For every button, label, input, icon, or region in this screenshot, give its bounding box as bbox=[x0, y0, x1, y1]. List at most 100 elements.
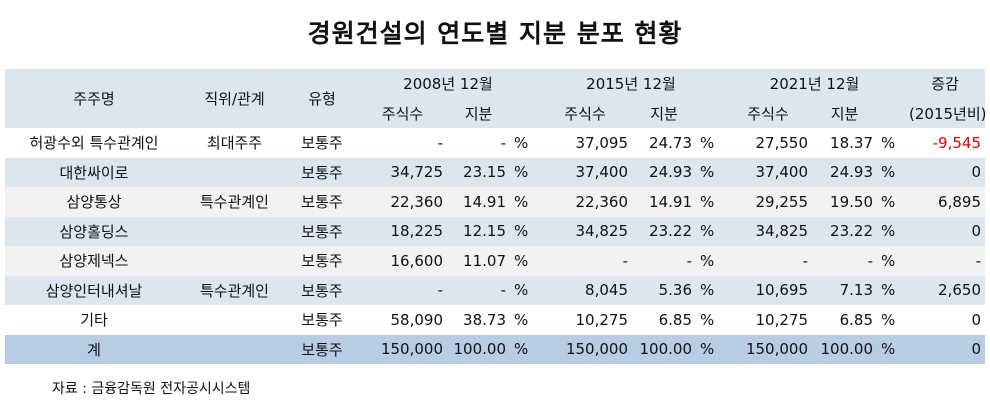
cell-s2021: 10,275 bbox=[724, 305, 812, 335]
cell-u2008: % bbox=[510, 187, 538, 217]
cell-p2021: 100.00 bbox=[812, 334, 877, 364]
cell-p2021: 18.37 bbox=[812, 128, 877, 158]
cell-u2008: % bbox=[510, 246, 538, 276]
cell-s2021: 150,000 bbox=[724, 334, 812, 364]
table-row: 허광수외 특수관계인 최대주주 보통주 - -% 37,095 24.73% 27,550 18… bbox=[5, 128, 985, 158]
cell-p2008: 11.07 bbox=[447, 246, 510, 276]
cell-p2008: 38.73 bbox=[447, 305, 510, 335]
cell-p2008: 12.15 bbox=[447, 216, 510, 246]
cell-p2021: 19.50 bbox=[812, 187, 877, 217]
cell-u2008: % bbox=[510, 275, 538, 305]
cell-u2021: % bbox=[877, 128, 905, 158]
cell-s2008: - bbox=[358, 128, 447, 158]
cell-u2021: % bbox=[877, 334, 905, 364]
cell-s2021: 27,550 bbox=[724, 128, 812, 158]
col-header-spacer bbox=[510, 98, 538, 128]
col-header-shares-2021: 주식수 bbox=[724, 98, 812, 128]
cell-s2021: 10,695 bbox=[724, 275, 812, 305]
cell-position bbox=[183, 246, 286, 276]
col-header-change-sub: (2015년비) bbox=[905, 98, 985, 128]
cell-position bbox=[183, 305, 286, 335]
cell-s2021: 29,255 bbox=[724, 187, 812, 217]
table-row: 삼양통상 특수관계인 보통주 22,360 14.91% 22,360 14.91% 29,2… bbox=[5, 187, 985, 217]
header-row-2: 주식수 지분 주식수 지분 주식수 지분 (2015년비) bbox=[5, 98, 985, 128]
table-row: 삼양홀딩스 보통주 18,225 12.15% 34,825 23.22% 34,825 23… bbox=[5, 216, 985, 246]
cell-change: - bbox=[905, 246, 985, 276]
cell-name: 삼양제넥스 bbox=[5, 246, 183, 276]
cell-p2015: 14.91 bbox=[632, 187, 696, 217]
cell-name: 계 bbox=[5, 334, 183, 364]
cell-p2015: 24.93 bbox=[632, 157, 696, 187]
total-row: 계 보통주 150,000 100.00% 150,000 100.00% 150,000 1… bbox=[5, 334, 985, 364]
cell-s2015: 8,045 bbox=[538, 275, 632, 305]
cell-type: 보통주 bbox=[286, 157, 358, 187]
cell-u2015: % bbox=[696, 187, 724, 217]
col-header-stake-2008: 지분 bbox=[447, 98, 510, 128]
cell-type: 보통주 bbox=[286, 334, 358, 364]
cell-change: 0 bbox=[905, 216, 985, 246]
cell-name: 허광수외 특수관계인 bbox=[5, 128, 183, 158]
cell-u2015: % bbox=[696, 275, 724, 305]
cell-p2015: - bbox=[632, 246, 696, 276]
col-header-stake-2021: 지분 bbox=[812, 98, 877, 128]
cell-p2021: 7.13 bbox=[812, 275, 877, 305]
cell-name: 대한싸이로 bbox=[5, 157, 183, 187]
cell-u2008: % bbox=[510, 128, 538, 158]
cell-p2008: - bbox=[447, 275, 510, 305]
cell-p2021: - bbox=[812, 246, 877, 276]
shareholding-table: 주주명 직위/관계 유형 2008년 12월 2015년 12월 2021년 1… bbox=[5, 69, 985, 364]
col-header-shareholder: 주주명 bbox=[5, 69, 183, 128]
cell-s2008: 16,600 bbox=[358, 246, 447, 276]
cell-s2021: 37,400 bbox=[724, 157, 812, 187]
cell-u2015: % bbox=[696, 157, 724, 187]
cell-p2015: 6.85 bbox=[632, 305, 696, 335]
cell-s2015: 37,400 bbox=[538, 157, 632, 187]
cell-s2008: - bbox=[358, 275, 447, 305]
cell-change: 0 bbox=[905, 305, 985, 335]
cell-s2015: - bbox=[538, 246, 632, 276]
cell-type: 보통주 bbox=[286, 128, 358, 158]
cell-s2008: 22,360 bbox=[358, 187, 447, 217]
cell-s2008: 18,225 bbox=[358, 216, 447, 246]
cell-u2008: % bbox=[510, 334, 538, 364]
cell-p2008: - bbox=[447, 128, 510, 158]
col-header-stake-2015: 지분 bbox=[632, 98, 696, 128]
cell-s2015: 10,275 bbox=[538, 305, 632, 335]
cell-u2021: % bbox=[877, 246, 905, 276]
col-header-spacer bbox=[696, 98, 724, 128]
table-row: 삼양제넥스 보통주 16,600 11.07% - -% - -% - bbox=[5, 246, 985, 276]
header-row-1: 주주명 직위/관계 유형 2008년 12월 2015년 12월 2021년 1… bbox=[5, 69, 985, 128]
cell-position: 특수관계인 bbox=[183, 187, 286, 217]
cell-p2021: 24.93 bbox=[812, 157, 877, 187]
cell-p2021: 23.22 bbox=[812, 216, 877, 246]
cell-change: -9,545 bbox=[905, 128, 985, 158]
cell-type: 보통주 bbox=[286, 275, 358, 305]
cell-u2021: % bbox=[877, 216, 905, 246]
cell-name: 삼양홀딩스 bbox=[5, 216, 183, 246]
cell-s2015: 22,360 bbox=[538, 187, 632, 217]
col-header-2008: 2008년 12월 bbox=[358, 69, 538, 99]
col-header-spacer bbox=[877, 98, 905, 128]
cell-position: 특수관계인 bbox=[183, 275, 286, 305]
cell-u2021: % bbox=[877, 157, 905, 187]
cell-p2015: 100.00 bbox=[632, 334, 696, 364]
page-title: 경원건설의 연도별 지분 분포 현황 bbox=[307, 19, 683, 48]
cell-u2015: % bbox=[696, 305, 724, 335]
table-row: 기타 보통주 58,090 38.73% 10,275 6.85% 10,275 6.85% 0 bbox=[5, 305, 985, 335]
col-header-change: 증감 bbox=[905, 69, 985, 99]
cell-s2021: - bbox=[724, 246, 812, 276]
table-row: 삼양인터내셔날 특수관계인 보통주 - -% 8,045 5.36% 10,695 7.13% 2… bbox=[5, 275, 985, 305]
cell-s2021: 34,825 bbox=[724, 216, 812, 246]
cell-u2008: % bbox=[510, 305, 538, 335]
cell-change: 0 bbox=[905, 157, 985, 187]
cell-position bbox=[183, 216, 286, 246]
cell-type: 보통주 bbox=[286, 216, 358, 246]
cell-position: 최대주주 bbox=[183, 128, 286, 158]
cell-u2015: % bbox=[696, 216, 724, 246]
table-row: 대한싸이로 보통주 34,725 23.15% 37,400 24.93% 37,400 24… bbox=[5, 157, 985, 187]
col-header-2015: 2015년 12월 bbox=[538, 69, 724, 99]
cell-p2021: 6.85 bbox=[812, 305, 877, 335]
cell-u2015: % bbox=[696, 334, 724, 364]
cell-s2008: 34,725 bbox=[358, 157, 447, 187]
cell-change: 0 bbox=[905, 334, 985, 364]
